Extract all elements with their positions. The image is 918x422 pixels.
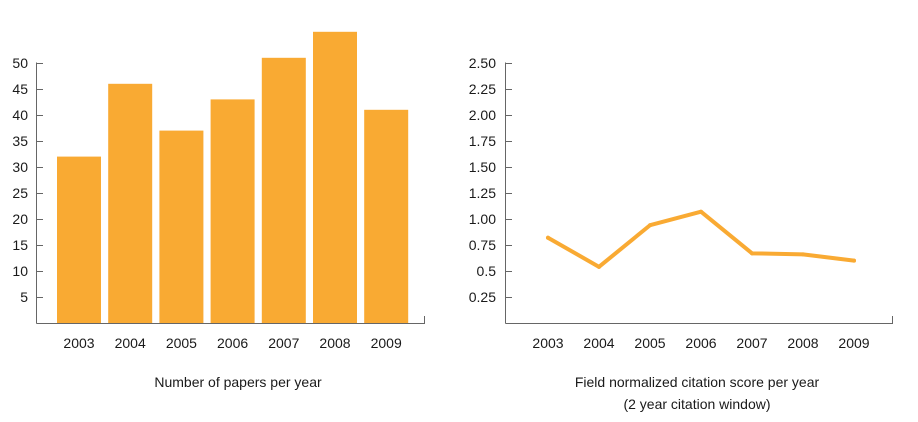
x-tick-label: 2008 <box>319 335 350 351</box>
x-tick-label: 2008 <box>787 335 818 351</box>
y-tick-label: 15 <box>12 237 28 253</box>
y-ticks: 0.25 0.5 0.75 1.00 1.25 1.50 1.75 2.00 2.25 2.50 <box>469 55 512 305</box>
x-tick-label: 2003 <box>532 335 563 351</box>
x-tick-label: 2005 <box>634 335 665 351</box>
y-tick-label: 1.75 <box>469 133 496 149</box>
y-tick-label: 50 <box>12 55 28 71</box>
x-ticks: 2003 2004 2005 2006 2007 2008 2009 <box>532 335 869 351</box>
y-tick-label: 45 <box>12 81 28 97</box>
x-tick-label: 2007 <box>268 335 299 351</box>
citation-chart-subtitle: (2 year citation window) <box>623 396 770 412</box>
bar-2007 <box>261 57 306 324</box>
y-tick-label: 25 <box>12 185 28 201</box>
bar-2008 <box>313 31 357 324</box>
bar-2009 <box>364 109 409 323</box>
x-axis <box>505 316 893 324</box>
x-axis <box>36 316 425 324</box>
y-tick-label: 0.25 <box>469 289 496 305</box>
bar-2004 <box>108 83 153 323</box>
y-tick-label: 5 <box>20 289 28 305</box>
papers-chart-title: Number of papers per year <box>154 374 322 390</box>
x-tick-label: 2004 <box>115 335 146 351</box>
y-ticks: 5 10 15 20 25 30 35 40 45 50 <box>12 55 43 305</box>
y-tick-label: 0.5 <box>477 263 497 279</box>
papers-chart: 5 10 15 20 25 30 35 40 45 50 2003 2004 2005 2006 2007… <box>12 31 425 390</box>
point-2005 <box>648 223 652 228</box>
x-tick-label: 2006 <box>685 335 716 351</box>
y-tick-label: 20 <box>12 211 28 227</box>
point-2003 <box>546 235 550 240</box>
y-tick-label: 10 <box>12 263 28 279</box>
series-line <box>546 209 856 269</box>
y-tick-label: 2.00 <box>469 107 496 123</box>
bars <box>57 31 409 324</box>
y-tick-label: 2.50 <box>469 55 496 71</box>
point-2009 <box>852 258 856 263</box>
y-tick-label: 1.25 <box>469 185 496 201</box>
x-tick-label: 2006 <box>217 335 248 351</box>
x-tick-label: 2009 <box>371 335 402 351</box>
y-tick-label: 0.75 <box>469 237 496 253</box>
point-2008 <box>801 252 805 257</box>
point-2007 <box>750 251 754 256</box>
x-tick-label: 2005 <box>166 335 197 351</box>
y-tick-label: 1.00 <box>469 211 496 227</box>
x-ticks: 2003 2004 2005 2006 2007 2008 2009 <box>63 335 402 351</box>
x-tick-label: 2007 <box>736 335 767 351</box>
y-tick-label: 2.25 <box>469 81 496 97</box>
citation-chart-title: Field normalized citation score per year <box>575 374 820 390</box>
y-tick-label: 35 <box>12 133 28 149</box>
y-tick-label: 30 <box>12 159 28 175</box>
y-tick-label: 1.50 <box>469 159 496 175</box>
bar-2006 <box>210 99 255 324</box>
y-tick-label: 40 <box>12 107 28 123</box>
bar-2005 <box>159 130 204 323</box>
citation-chart: 0.250.50.751.001.251.501.752.002.252.50 … <box>469 55 893 412</box>
x-tick-label: 2003 <box>63 335 94 351</box>
bar-2003 <box>57 156 101 323</box>
x-tick-label: 2004 <box>583 335 614 351</box>
x-tick-label: 2009 <box>838 335 869 351</box>
point-2004 <box>597 264 601 269</box>
point-2006 <box>699 209 703 214</box>
